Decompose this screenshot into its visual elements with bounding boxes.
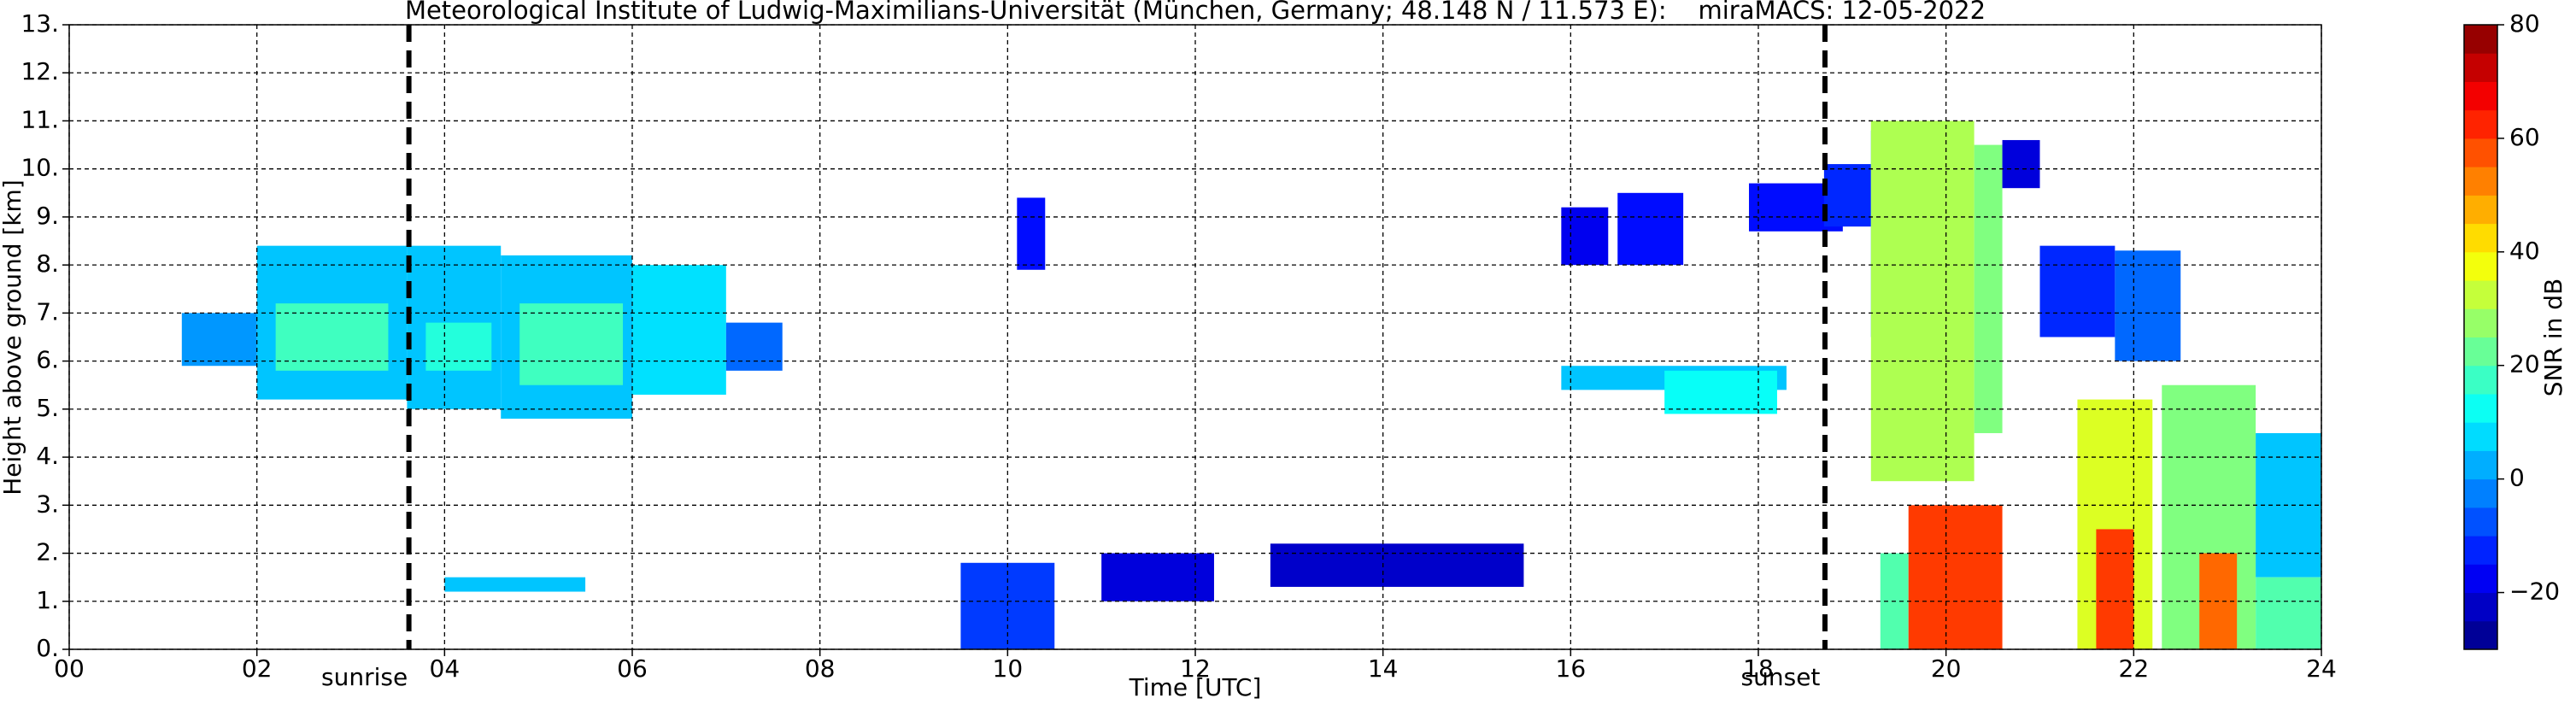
colorbar-step [2464,308,2497,337]
y-tick-label: 11. [21,105,59,133]
radar-echo [1823,164,1871,227]
x-tick-label: 20 [1931,654,1962,683]
radar-echo [1101,553,1214,601]
colorbar-step [2464,251,2497,281]
colorbar-step [2464,223,2497,253]
colorbar-tick-label: −20 [2509,578,2560,606]
colorbar-frame [2463,24,2498,650]
colorbar-tick-label: 0 [2509,464,2525,492]
colorbar-step [2464,422,2497,451]
chart-title: Meteorological Institute of Ludwig-Maxim… [405,0,1986,25]
radar-echo [632,265,726,395]
radar-echo [1617,192,1684,266]
radar-echo [425,322,492,371]
colorbar-tick-label: 60 [2509,123,2540,151]
x-tick-label: 18 [1743,654,1774,683]
colorbar-step [2464,536,2497,565]
radar-echo [181,313,257,367]
colorbar-step [2464,620,2497,650]
x-tick-label: 00 [54,654,85,683]
y-tick-label: 5. [36,394,59,422]
x-tick-label: 08 [805,654,836,683]
x-tick-label: 10 [993,654,1024,683]
colorbar-step [2464,280,2497,309]
x-tick-label: 14 [1368,654,1399,683]
radar-echo [444,577,586,592]
event-label: sunrise [321,663,408,691]
colorbar-step [2464,81,2497,111]
y-tick-label: 10. [21,154,59,182]
x-tick-label: 12 [1180,654,1211,683]
y-axis-label: Height above ground [km] [0,179,26,496]
plot-frame [68,24,2322,650]
y-tick-label: 8. [36,249,59,278]
radar-echo [2115,250,2181,361]
colorbar-step [2464,25,2497,54]
x-tick-label: 02 [242,654,273,683]
y-tick-label: 7. [36,297,59,326]
x-tick-label: 22 [2119,654,2150,683]
y-tick-label: 4. [36,442,59,470]
colorbar-step [2464,195,2497,225]
colorbar-step [2464,138,2497,167]
y-tick-label: 2. [36,538,59,566]
radar-echo [2039,245,2115,337]
x-tick-label: 06 [617,654,648,683]
colorbar-step [2464,167,2497,196]
colorbar-step [2464,53,2497,82]
radar-echo [1561,207,1609,266]
colorbar-step [2464,450,2497,480]
y-tick-label: 6. [36,346,59,374]
radar-echo [1974,144,2003,433]
colorbar-step [2464,109,2497,139]
x-tick-label: 24 [2306,654,2337,683]
radar-echo [1017,197,1046,270]
radar-echo [1908,505,2003,649]
colorbar-step [2464,337,2497,367]
colorbar-step [2464,507,2497,537]
colorbar-step [2464,365,2497,395]
colorbar-step [2464,393,2497,423]
colorbar-tick-label: 80 [2509,9,2540,38]
y-tick-label: 3. [36,490,59,518]
x-tick-label: 16 [1556,654,1587,683]
colorbar-tick-label: 20 [2509,350,2540,378]
radar-echo [275,303,389,371]
radar-echo [1664,370,1777,414]
y-tick-label: 0. [36,634,59,662]
colorbar-tick-label: 40 [2509,237,2540,265]
radar-echo [725,322,783,371]
y-tick-label: 12. [21,57,59,85]
radar-echo [2256,432,2321,578]
y-tick-label: 9. [36,202,59,230]
radar-echo [2002,139,2040,189]
event-label: sunset [1741,663,1821,691]
radar-echo [1270,543,1524,587]
radar-echo [519,303,624,385]
colorbar-step [2464,592,2497,622]
colorbar-label: SNR in dB [2539,279,2567,396]
x-tick-label: 04 [430,654,461,683]
y-tick-label: 1. [36,586,59,614]
y-tick-label: 13. [21,9,59,38]
radar-echo [2096,529,2134,649]
radar-echo [1870,120,1975,482]
colorbar-step [2464,564,2497,594]
colorbar-step [2464,478,2497,508]
x-axis-label: Time [UTC] [1129,673,1262,701]
radar-echo [2256,577,2321,649]
